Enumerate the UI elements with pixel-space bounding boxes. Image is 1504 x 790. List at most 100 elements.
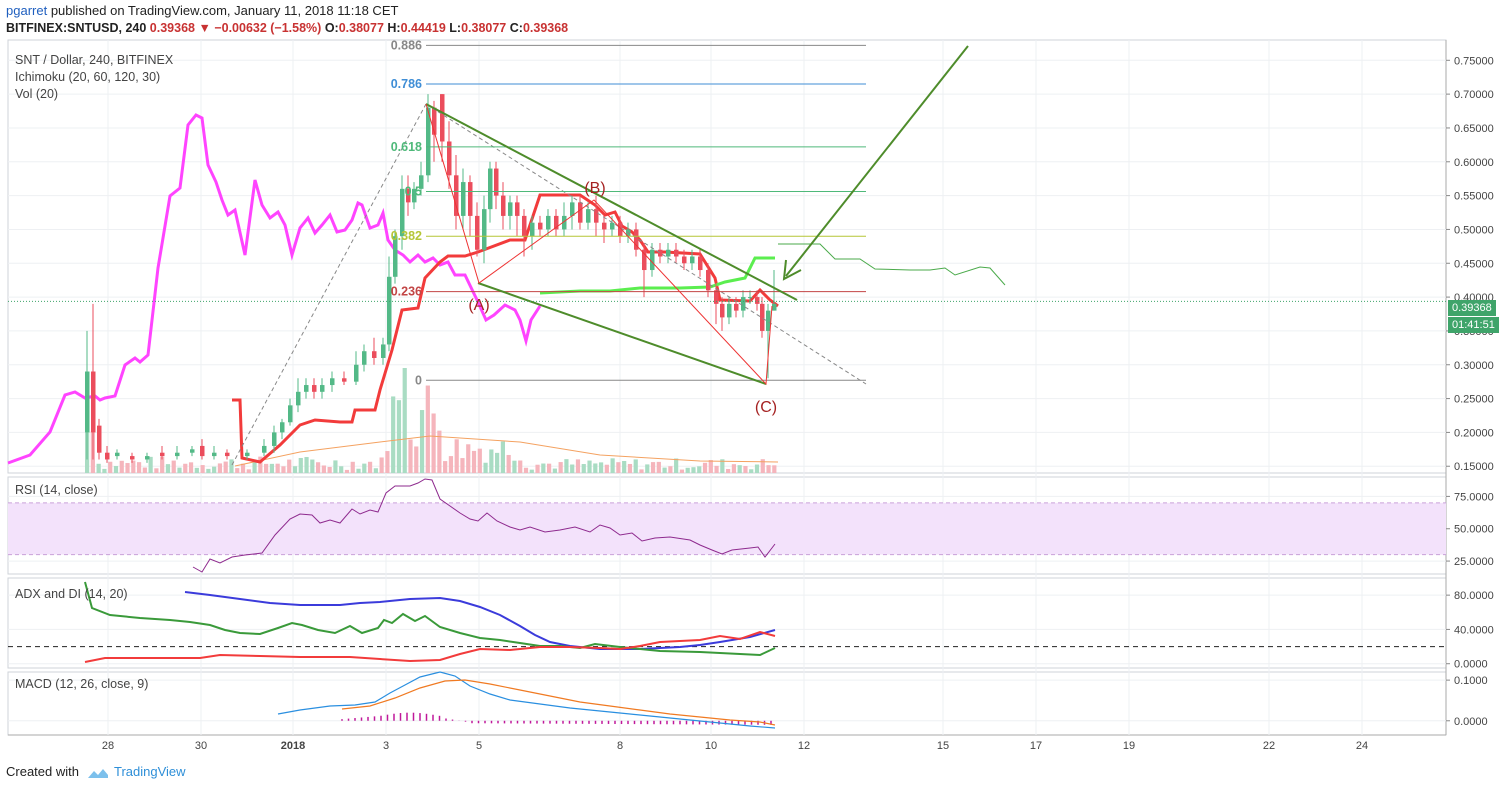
candle-body [570,202,575,216]
volume-bar [639,469,644,473]
volume-bar [148,456,153,473]
volume-bar [587,460,592,473]
candle-body [145,456,150,460]
candle-body [594,209,599,223]
candle-body [440,94,445,142]
forecast-arrow-shaft [785,45,969,277]
candle-body [212,452,217,457]
open-value: 0.38077 [338,21,384,35]
candle-body [530,222,535,237]
x-tick-label: 19 [1123,740,1135,752]
volume-bar [708,460,713,473]
volume-bar [489,449,494,473]
candle-body [432,107,437,135]
legend-ichimoku[interactable]: Ichimoku (20, 60, 120, 30) [15,70,161,84]
volume-bar [610,458,615,473]
volume-bar [212,466,217,473]
volume-bar [362,463,367,473]
publish-info: pgarret published on TradingView.com, Ja… [6,3,398,18]
candle-body [400,188,405,237]
volume-bar [541,463,546,473]
last-price: 0.39368 [149,21,195,35]
tradingview-logo-link[interactable]: TradingView [87,764,186,779]
volume-bar [160,456,165,473]
candle-body [160,452,165,457]
candle-body [175,452,180,457]
candle-body [280,422,285,433]
candle-body [312,385,317,392]
volume-bar [443,461,448,473]
volume-bar [650,462,656,473]
volume-bar [287,459,292,473]
candle-body [225,452,230,457]
volume-bar [367,461,373,473]
volume-bar [396,400,402,473]
candle-body [650,249,655,271]
candle-body [372,351,377,358]
y-tick-label: 25.0000 [1454,556,1494,568]
volume-bar [391,396,396,473]
candle-body [720,303,725,318]
volume-bar [529,469,534,473]
legend-adx[interactable]: ADX and DI (14, 20) [15,587,128,601]
volume-bar [645,464,650,473]
volume-bar [466,444,471,473]
candle-body [393,236,398,277]
candle-body [475,215,480,250]
y-tick-label: 0.50000 [1454,224,1494,236]
fib-diagonal-dashed [425,103,867,385]
volume-bar [766,465,771,473]
candle-body [578,202,583,223]
candle-body [766,310,771,331]
volume-bar [726,468,731,473]
volume-bar [598,462,604,473]
candle-body [354,364,359,382]
candle-body [698,256,703,271]
current-price-label: 0.39368 [1448,300,1496,316]
volume-bar [344,469,350,473]
candle-body [200,445,205,457]
tradingview-label: TradingView [113,764,186,779]
volume-bar [165,464,171,473]
y-tick-label: 50.0000 [1454,524,1494,536]
adx-line [184,591,776,650]
legend-macd[interactable]: MACD (12, 26, close, 9) [15,677,149,691]
candle-body [494,168,499,196]
volume-bar [327,466,332,473]
di-plus-line [84,581,776,657]
volume-bar [431,413,436,473]
author-link[interactable]: pgarret [6,3,48,18]
legend-vol[interactable]: Vol (20) [15,87,59,101]
x-tick-label: 28 [102,740,114,752]
volume-bar [518,460,523,473]
fib-level-label: 0.618 [391,140,422,154]
candle-body [85,371,90,433]
volume-bar [385,451,390,473]
pane-border-3 [7,671,1447,736]
volume-bar [131,460,136,473]
candle-body [426,107,431,176]
volume-bar [292,466,298,473]
x-tick-label: 8 [617,740,623,752]
volume-bar [547,463,552,473]
legend-rsi[interactable]: RSI (14, close) [15,483,98,497]
volume-ma-line [234,435,779,467]
candle-body [734,303,739,311]
volume-bar [217,463,223,473]
high-value: 0.44419 [400,21,446,35]
candle-body [741,297,746,311]
volume-bar [154,468,159,473]
volume-bar [564,459,569,473]
candle-body [288,405,293,423]
volume-bar [258,456,263,473]
candle-body [461,182,466,216]
volume-bar [575,459,581,473]
volume-bar [223,461,228,473]
candle-body [381,344,386,358]
base-line [232,193,779,464]
candle-body [522,215,527,237]
cloud-icon [87,768,108,778]
high-label: H: [387,21,401,35]
x-tick-label: 24 [1356,740,1368,752]
